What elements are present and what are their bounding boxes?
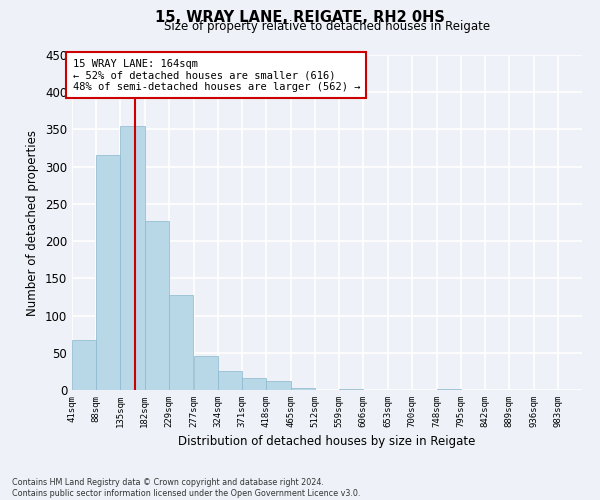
Bar <box>218 372 242 390</box>
Bar <box>266 381 290 390</box>
Title: Size of property relative to detached houses in Reigate: Size of property relative to detached ho… <box>164 20 490 33</box>
Bar <box>121 126 145 390</box>
Bar <box>169 294 193 390</box>
Y-axis label: Number of detached properties: Number of detached properties <box>26 130 40 316</box>
Text: Contains HM Land Registry data © Crown copyright and database right 2024.
Contai: Contains HM Land Registry data © Crown c… <box>12 478 361 498</box>
Bar <box>72 340 96 390</box>
X-axis label: Distribution of detached houses by size in Reigate: Distribution of detached houses by size … <box>178 436 476 448</box>
Text: 15 WRAY LANE: 164sqm
← 52% of detached houses are smaller (616)
48% of semi-deta: 15 WRAY LANE: 164sqm ← 52% of detached h… <box>73 58 360 92</box>
Text: 15, WRAY LANE, REIGATE, RH2 0HS: 15, WRAY LANE, REIGATE, RH2 0HS <box>155 10 445 25</box>
Bar <box>242 378 266 390</box>
Bar <box>96 155 121 390</box>
Bar <box>194 356 218 390</box>
Bar <box>290 388 315 390</box>
Bar <box>145 221 169 390</box>
